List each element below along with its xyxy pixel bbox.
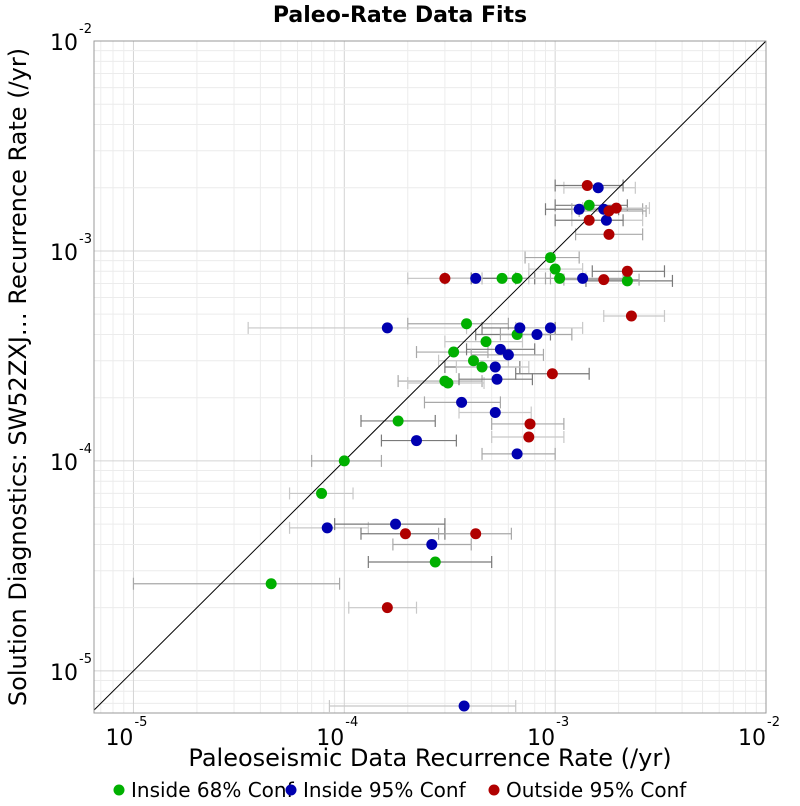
data-point-inside-68-conf [316, 487, 328, 499]
data-point-inside-95-conf [531, 329, 543, 341]
x-tick-label: 10 [527, 726, 555, 751]
data-point-outside-95-conf [625, 310, 637, 322]
data-point-inside-95-conf [502, 349, 514, 361]
x-tick-label: 10 [738, 726, 766, 751]
data-point-inside-68-conf [549, 263, 561, 275]
data-point-inside-68-conf [442, 377, 454, 389]
data-point-outside-95-conf [381, 602, 393, 614]
data-point-inside-95-conf [381, 322, 393, 334]
data-point-inside-95-conf [426, 538, 438, 550]
y-tick-label: 10 [50, 451, 78, 476]
data-point-inside-68-conf [468, 355, 480, 367]
y-tick-exponent: -4 [79, 442, 92, 457]
plot-frame [93, 40, 767, 714]
data-point-outside-95-conf [598, 274, 610, 286]
data-point-inside-68-conf [511, 272, 523, 284]
one-to-one-line [93, 40, 767, 711]
data-point-inside-68-conf [480, 336, 492, 348]
legend-label-inside-95-conf: Inside 95% Conf [303, 778, 467, 802]
data-point-inside-68-conf [544, 252, 556, 264]
data-point-inside-95-conf [410, 435, 422, 447]
data-point-outside-95-conf [546, 368, 558, 380]
data-point-inside-95-conf [489, 361, 501, 373]
x-tick-exponent: -5 [134, 715, 147, 730]
data-point-inside-95-conf [489, 407, 501, 419]
data-point-inside-95-conf [456, 396, 468, 408]
data-point-inside-68-conf [554, 272, 566, 284]
data-point-inside-68-conf [265, 578, 277, 590]
y-tick-label: 10 [50, 661, 78, 686]
legend-label-inside-68-conf: Inside 68% Conf [131, 778, 295, 802]
data-point-inside-95-conf [458, 700, 470, 712]
data-point-inside-95-conf [470, 272, 482, 284]
data-point-outside-95-conf [439, 272, 451, 284]
legend-marker-inside-95-conf [285, 784, 297, 796]
data-point-inside-95-conf [390, 518, 402, 530]
y-tick-exponent: -2 [79, 22, 92, 37]
x-tick-exponent: -2 [767, 715, 780, 730]
data-point-inside-68-conf [338, 455, 350, 467]
data-point-outside-95-conf [523, 431, 535, 443]
data-point-inside-95-conf [544, 322, 556, 334]
data-point-inside-95-conf [600, 214, 612, 226]
data-point-outside-95-conf [470, 528, 482, 540]
data-point-inside-68-conf [392, 415, 404, 427]
data-point-inside-68-conf [448, 346, 460, 358]
legend-marker-outside-95-conf [488, 784, 500, 796]
y-tick-label: 10 [50, 31, 78, 56]
y-tick-exponent: -3 [79, 232, 92, 247]
y-tick-exponent: -5 [79, 652, 92, 667]
data-point-outside-95-conf [621, 265, 633, 277]
y-tick-labels: 10-510-410-310-2 [50, 22, 92, 686]
chart-title: Paleo-Rate Data Fits [273, 3, 527, 28]
data-point-inside-68-conf [476, 361, 488, 373]
data-point-outside-95-conf [399, 528, 411, 540]
data-point-inside-95-conf [592, 182, 604, 194]
data-point-inside-95-conf [514, 322, 526, 334]
data-point-inside-95-conf [511, 448, 523, 460]
data-point-inside-68-conf [429, 556, 441, 568]
y-axis-label: Solution Diagnostics: SW52ZXJ… Recurrenc… [4, 48, 32, 706]
data-point-inside-68-conf [496, 272, 508, 284]
data-point-outside-95-conf [581, 180, 593, 192]
legend-marker-inside-68-conf [113, 784, 125, 796]
data-point-outside-95-conf [610, 202, 622, 214]
x-axis-label: Paleoseismic Data Recurrence Rate (/yr) [188, 744, 671, 772]
data-point-inside-68-conf [621, 275, 633, 287]
data-point-inside-95-conf [321, 522, 333, 534]
data-point-inside-68-conf [583, 199, 595, 211]
reference-line [93, 40, 767, 711]
x-tick-label: 10 [316, 726, 344, 751]
data-point-inside-95-conf [494, 343, 506, 355]
legend: Inside 68% Conf Inside 95% Conf Outside 95… [113, 778, 687, 802]
x-tick-exponent: -3 [556, 715, 569, 730]
data-point-inside-95-conf [577, 272, 589, 284]
data-point-inside-68-conf [461, 318, 473, 330]
x-tick-labels: 10-510-410-310-2 [105, 715, 780, 751]
data-point-outside-95-conf [583, 214, 595, 226]
x-tick-exponent: -4 [345, 715, 358, 730]
data-points [265, 180, 637, 712]
data-point-outside-95-conf [603, 228, 615, 240]
data-point-outside-95-conf [524, 418, 536, 430]
data-point-inside-95-conf [573, 203, 585, 215]
x-tick-label: 10 [105, 726, 133, 751]
legend-label-outside-95-conf: Outside 95% Conf [506, 778, 687, 802]
data-point-inside-95-conf [491, 373, 503, 385]
y-tick-label: 10 [50, 241, 78, 266]
